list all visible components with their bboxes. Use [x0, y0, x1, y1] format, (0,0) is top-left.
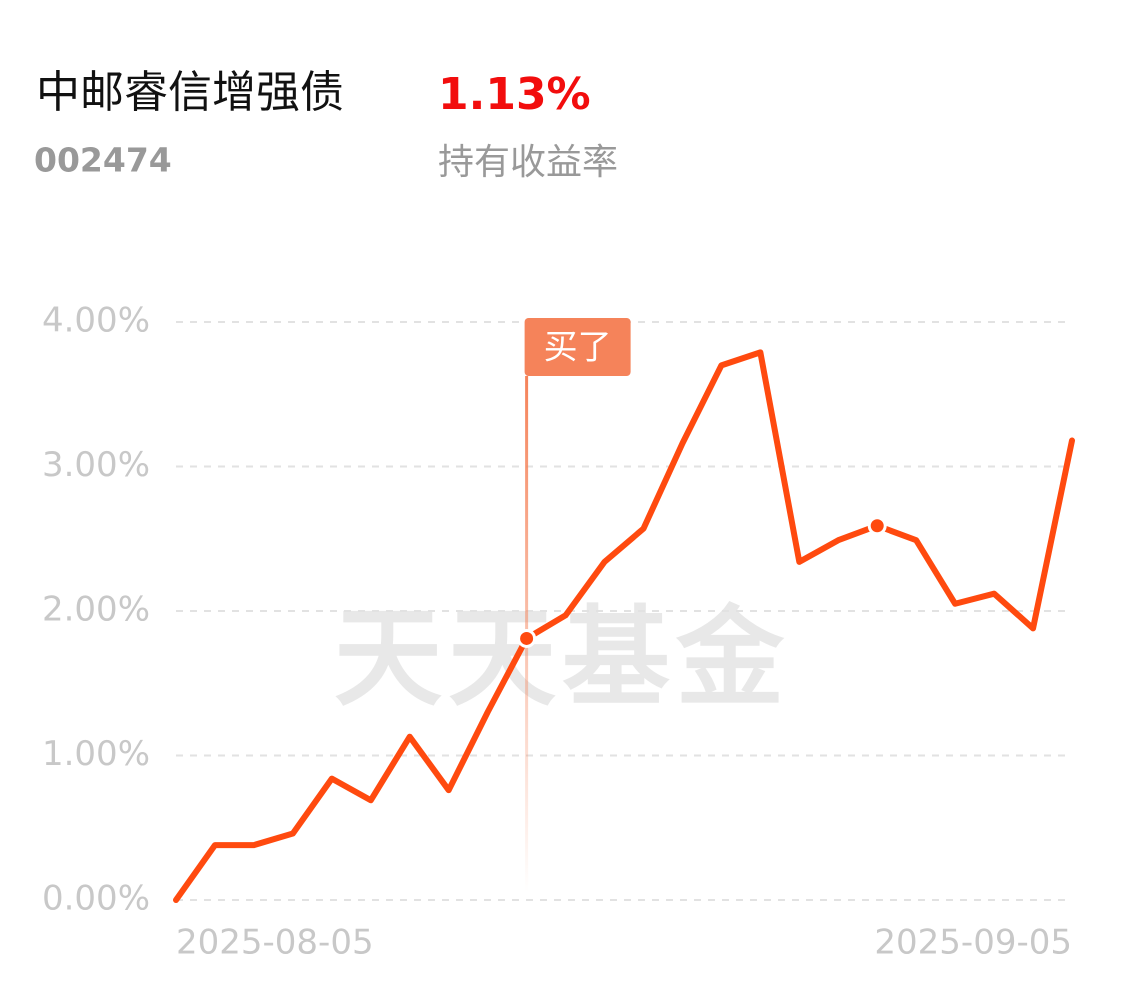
line: [173, 349, 1075, 903]
y-tick-label: 0.00%: [42, 879, 150, 919]
x-tick-label: 2025-08-05: [176, 923, 374, 963]
buy-badge: [524, 318, 631, 376]
y-tick-label: 4.00%: [42, 301, 150, 341]
y-tick-label: 3.00%: [42, 445, 150, 485]
fund-code: 002474: [34, 141, 172, 180]
return-value: 1.13%: [438, 69, 591, 120]
point: [867, 516, 887, 536]
y-tick-label: 1.00%: [42, 734, 150, 774]
point: [517, 628, 537, 648]
return-label: 持有收益率: [438, 142, 618, 183]
x-tick-label: 2025-09-05: [874, 923, 1072, 963]
fund-name: 中邮睿信增强债: [36, 67, 344, 118]
y-tick-label: 2.00%: [42, 590, 150, 630]
buy-label: 买了: [544, 328, 612, 368]
